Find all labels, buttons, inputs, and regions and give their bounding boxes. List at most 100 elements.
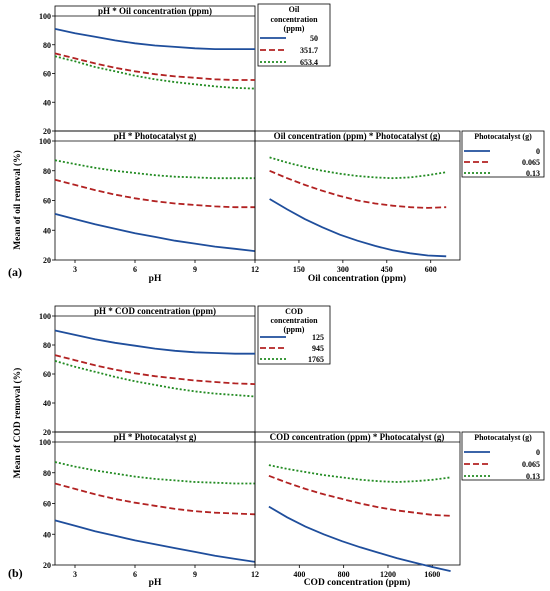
legend-title-line2: concentration — [270, 316, 318, 325]
panel-title: Oil concentration (ppm) * Photocatalyst … — [274, 131, 441, 141]
legend-title-line3: (ppm) — [284, 24, 305, 33]
x-tick-label: 450 — [381, 265, 393, 274]
y-tick-label: 40 — [43, 98, 51, 107]
series-line-0 — [54, 213, 256, 252]
y-tick-label: 80 — [43, 41, 51, 50]
x-tick-label: 6 — [133, 265, 137, 274]
legend-title-line3: (ppm) — [284, 325, 305, 334]
legend-entries: 0 0.065 0.13 — [464, 448, 540, 481]
xlabel-ph: pH — [149, 274, 162, 284]
figure-b: Mean of COD removal (%) pH * COD concent… — [8, 305, 545, 588]
x-tick-label: 600 — [425, 265, 437, 274]
panel-title: pH * Oil concentration (ppm) — [98, 6, 212, 16]
legend-title-line1: COD — [285, 307, 303, 316]
x-tick-label: 12 — [251, 265, 259, 274]
x-tick-label: 3 — [73, 570, 77, 579]
panel-title: pH * Photocatalyst g) — [114, 432, 197, 442]
legend-title-line2: concentration — [270, 15, 318, 24]
panel-frame — [54, 305, 256, 433]
y-tick-label: 60 — [43, 70, 51, 79]
y-tick-label: 60 — [43, 197, 51, 206]
legend-box — [461, 130, 545, 178]
series-line-653_4 — [54, 55, 256, 90]
ylabel-oil: Mean of oil removal (%) — [12, 150, 23, 250]
panel-title: COD concentration (ppm) * Photocatalyst … — [270, 432, 445, 442]
y-tick-label: 20 — [43, 428, 51, 437]
legend-entry-label: 945 — [312, 344, 324, 353]
x-tick-label: 9 — [193, 570, 197, 579]
x-tick-label: 9 — [193, 265, 197, 274]
legend-entry-label: 653.4 — [300, 58, 318, 67]
x-tick-label: 150 — [293, 265, 305, 274]
series-line-0_13 — [54, 461, 255, 485]
panel-a-ph-oil: pH * Oil concentration (ppm) 20 40 60 80 100 — [39, 5, 256, 136]
panel-a-oil-photocatalyst: Oil concentration (ppm) * Photocatalyst … — [254, 130, 461, 284]
legend-entries: 0 0.065 0.13 — [464, 147, 540, 178]
legend-entry-label: 0.13 — [526, 472, 540, 481]
legend-entry-label: 50 — [310, 34, 318, 43]
legend-box — [461, 431, 545, 481]
panel-frame — [254, 431, 461, 566]
y-tick-label: 40 — [43, 226, 51, 235]
legend-entry-label: 125 — [312, 333, 324, 342]
series-line-0 — [268, 505, 451, 572]
series-line-0_13 — [54, 159, 255, 180]
y-tick-label: 100 — [39, 312, 51, 321]
plot-area: 150 300 450 600 — [269, 156, 447, 274]
legend-entry-label: 0 — [536, 448, 540, 457]
y-tick-label: 100 — [39, 137, 51, 146]
legend-entries: 125 945 1765 — [260, 333, 324, 364]
y-tick-label: 80 — [43, 469, 51, 478]
y-tick-label: 60 — [43, 500, 51, 509]
series-line-50 — [54, 28, 255, 50]
series-line-0_13 — [269, 156, 447, 180]
legend-cod-concentration: COD concentration (ppm) 125 945 1765 — [257, 305, 331, 365]
series-line-0_065 — [268, 474, 451, 517]
panel-b-ph-cod: pH * COD concentration (ppm) 20 40 60 80 100 — [39, 305, 256, 437]
y-tick-label: 40 — [43, 530, 51, 539]
plot-area: 20 40 60 80 100 3 6 9 12 — [39, 137, 259, 274]
x-tick-label: 3 — [73, 265, 77, 274]
y-tick-label: 20 — [43, 256, 51, 265]
legend-box — [257, 3, 331, 67]
legend-entry-label: 351.7 — [300, 46, 318, 55]
y-tick-label: 100 — [39, 438, 51, 447]
x-tick-label: 800 — [338, 570, 350, 579]
series-line-0_065 — [54, 482, 256, 516]
panel-frame — [54, 5, 256, 132]
panel-title: pH * Photocatalyst g) — [114, 131, 197, 141]
series-line-1765 — [54, 360, 256, 398]
panel-b-ph-photocatalyst: pH * Photocatalyst g) 20 40 60 80 100 3 6 9 12 p… — [39, 431, 259, 588]
plot-area: 20 40 60 80 100 — [39, 312, 256, 437]
y-tick-label: 20 — [43, 127, 51, 136]
legend-entries: 50 351.7 653.4 — [260, 34, 318, 67]
series-line-125 — [54, 329, 255, 355]
panel-label-a: (a) — [8, 265, 22, 279]
legend-photocatalyst-a: Photocatalyst (g) 0 0.065 0.13 — [461, 130, 545, 178]
series-line-0 — [54, 519, 256, 563]
x-tick-label: 1200 — [380, 570, 396, 579]
x-tick-label: 400 — [293, 570, 305, 579]
panel-label-b: (b) — [8, 566, 23, 580]
panel-frame — [54, 130, 256, 261]
x-tick-label: 1600 — [424, 570, 440, 579]
xlabel-oil-concentration: Oil concentration (ppm) — [308, 273, 406, 284]
legend-title: Photocatalyst (g) — [474, 132, 532, 141]
y-tick-label: 20 — [43, 561, 51, 570]
legend-entry-label: 0 — [536, 147, 540, 156]
legend-photocatalyst-b: Photocatalyst (g) 0 0.065 0.13 — [461, 431, 545, 481]
xlabel-cod-concentration: COD concentration (ppm) — [304, 577, 411, 588]
figure-a: Mean of oil removal (%) pH * Oil concent… — [8, 3, 545, 284]
legend-entry-label: 0.065 — [522, 158, 540, 167]
legend-entry-label: 0.065 — [522, 460, 540, 469]
plot-area: 400 800 1200 1600 — [268, 464, 451, 579]
series-line-0_065 — [54, 178, 255, 209]
series-line-0_13 — [268, 464, 451, 483]
y-tick-label: 80 — [43, 341, 51, 350]
series-line-0_065 — [269, 169, 447, 209]
y-tick-label: 40 — [43, 399, 51, 408]
legend-title-line1: Oil — [289, 5, 300, 14]
panel-b-cod-photocatalyst: COD concentration (ppm) * Photocatalyst … — [254, 431, 461, 588]
y-tick-label: 80 — [43, 167, 51, 176]
